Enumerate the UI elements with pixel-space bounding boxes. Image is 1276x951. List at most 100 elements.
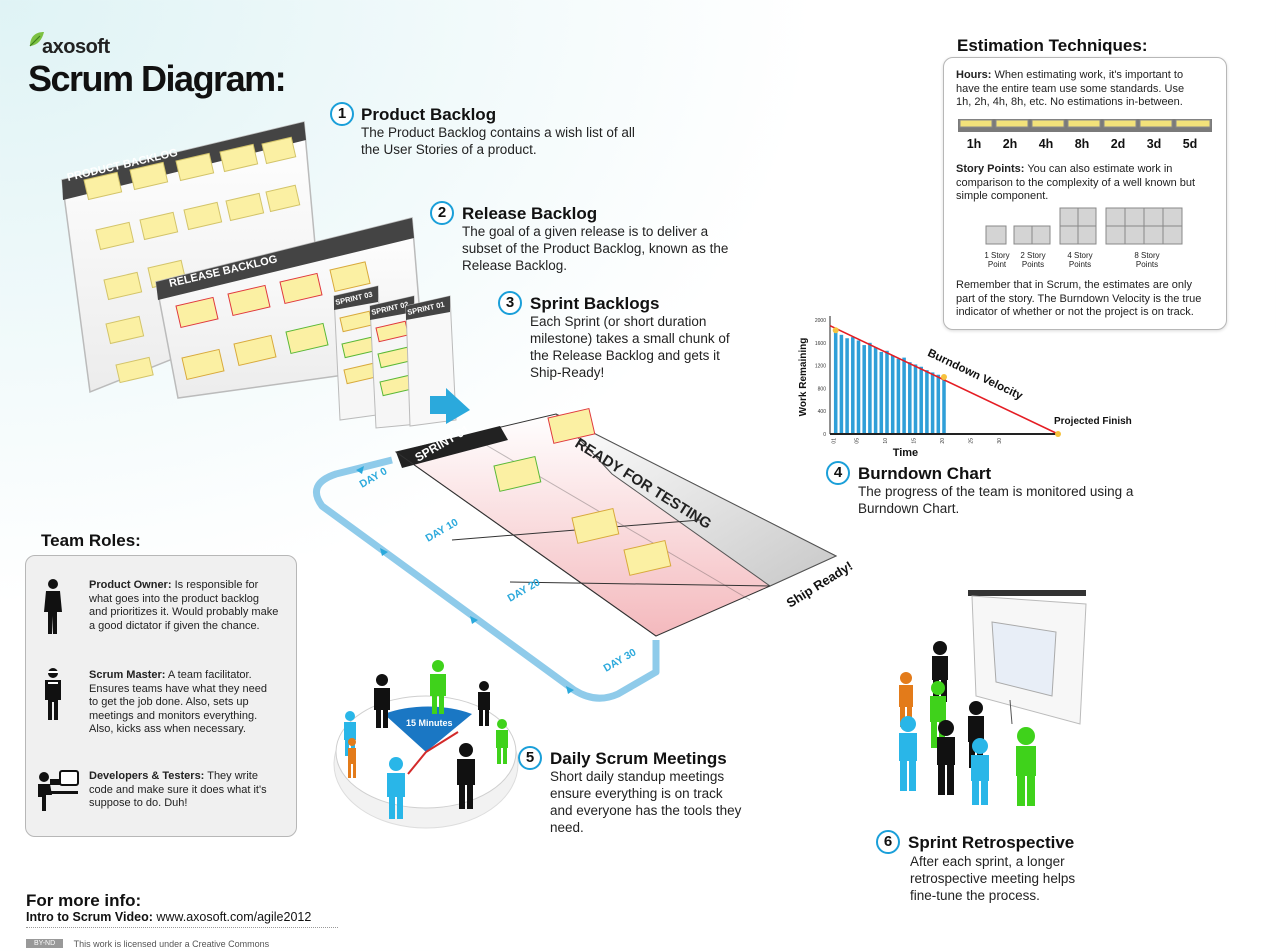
x-tick-label: 15 [912,438,918,444]
step-5-desc-line: ensure everything is on track [550,786,723,801]
daily-scrum-illustration: 15 Minutes [333,660,519,829]
burndown-bar [833,330,838,434]
leaf-logo-icon [29,32,44,47]
x-tick-label: 10 [883,438,889,444]
page-title: Scrum Diagram: [28,58,287,99]
x-tick-label: 05 [855,438,861,444]
velocity-current-marker [941,374,947,380]
role-line: meetings and monitors everything. [89,709,258,722]
story-point-label-line: Point [987,259,1007,269]
burndown-bar [856,340,861,434]
burndown-bar [902,357,906,434]
projector-screen-bar [968,590,1086,596]
points-line: comparison to the complexity of a well k… [956,176,1196,189]
story-point-label: 2 Story Points [1014,251,1052,269]
step-1-title: Product Backlog [361,105,497,124]
projected-finish-marker [1055,431,1061,437]
step-3-desc-line: Ship-Ready! [530,365,605,380]
story-point-label-line: Points [1068,259,1092,269]
hours-title: Hours: [956,69,992,81]
projected-finish-label: Projected Finish [1054,416,1132,427]
burndown-bar [936,374,941,434]
burndown-bar [868,342,872,434]
video-link[interactable]: www.axosoft.com/agile2012 [156,910,312,924]
story-point-label-line: 2 Story [1020,251,1046,260]
day-10-label: DAY 10 [424,516,461,544]
story-point-label-line: 8 Story [1134,251,1160,260]
step-1-desc-line: the User Stories of a product. [361,142,537,157]
step-4-desc-line: Burndown Chart. [858,501,960,516]
step-4-title: Burndown Chart [858,464,992,483]
time-unit-2d: 2d [1110,137,1126,151]
burndown-bar [919,366,923,434]
time-unit-3d: 3d [1146,137,1162,151]
burndown-bar [942,377,946,434]
x-tick-label: 30 [997,438,1003,444]
role-line: what goes into the product backlog [89,592,260,605]
step-1-badge: 1 [330,102,354,126]
x-tick-label: 01 [832,438,838,444]
y-tick-label: 1600 [815,341,826,347]
person-green-icon [430,660,446,714]
estimation-footer-line: part of the story. The Burndown Velocity… [956,292,1202,305]
product-backlog-board: PRODUCT BACKLOG [61,121,321,394]
burndown-bar [862,345,866,434]
points-line: simple component. [956,190,1049,202]
step-2-badge: 2 [430,201,454,225]
product-backlog-stickies [83,136,301,384]
time-unit-4h: 4h [1038,137,1054,151]
sprint-retrospective-illustration [899,590,1087,806]
role-line: Is responsible for [174,579,259,591]
team-roles-heading: Team Roles: [41,531,141,550]
x-tick-label: 20 [940,438,946,444]
hours-line: When estimating work, it's important to [994,69,1184,81]
estimation-footer-line: Remember that in Scrum, the estimates ar… [956,279,1192,291]
y-axis-label: Work Remaining [798,338,809,417]
story-point-blocks [985,207,1183,245]
burndown-bar [890,355,895,434]
video-label: Intro to Scrum Video: [26,910,153,924]
person-black-icon [457,743,475,809]
burndown-bar [913,364,918,434]
estimation-panel: Hours: When estimating work, it's import… [943,57,1227,330]
retro-people [899,641,1036,806]
burndown-bar [845,338,849,434]
role-line: suppose to do. Duh! [89,797,188,809]
burndown-bar [925,370,929,434]
story-point-label: 4 Story Points [1061,251,1099,269]
day-20-label: DAY 20 [506,576,543,604]
step-6-desc-line: After each sprint, a longer [910,854,1065,869]
burndown-bar [885,350,889,434]
person-blue-icon [387,757,405,819]
step-3-desc-line: the Release Backlog and gets it [530,348,720,363]
step-5-desc-line: Short daily standup meetings [550,769,725,784]
estimation-footer-line: indicator of whether or not the project … [956,306,1194,318]
y-tick-label: 0 [823,432,826,438]
sprint-02-board: SPRINT 02 [369,295,419,429]
burndown-bar [851,337,855,434]
time-unit-8h: 8h [1074,137,1090,151]
story-point-label: 8 Story Points [1128,251,1166,269]
cc-license-badge[interactable]: BY-ND [26,939,64,949]
developer-icon [38,770,79,811]
role-line: Ensures teams have what they need [89,682,267,695]
fifteen-minute-wedge [384,706,472,752]
scrum-master-title: Scrum Master: [89,669,166,681]
points-line: You can also estimate work in [1027,163,1173,175]
role-line: code and make sure it does what it's [89,783,267,796]
step-3-desc-line: milestone) takes a small chunk of [530,331,730,346]
role-line: a good dictator if given the chance. [89,619,260,632]
developers-testers-title: Developers & Testers: [89,770,205,782]
person-green-icon [930,681,946,748]
person-blue-icon [971,738,989,805]
step-1-desc-line: The Product Backlog contains a wish list… [361,125,635,140]
video-info: Intro to Scrum Video: www.axosoft.com/ag… [26,910,338,928]
role-line: to get the job done. Also, sets up [89,696,249,708]
burndown-bar [930,372,935,434]
burndown-bar [879,351,884,434]
step-3-desc-line: Each Sprint (or short duration [530,314,707,329]
person-blue-icon [899,716,917,791]
sprint-01-board: SPRINT 01 [405,295,457,427]
person-green-icon [1016,727,1036,806]
